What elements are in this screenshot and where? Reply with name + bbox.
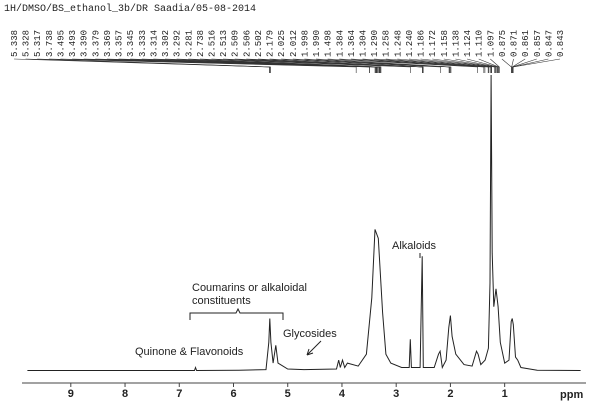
peak-label: 2.516 xyxy=(207,30,217,57)
peak-label: 1.138 xyxy=(451,30,461,57)
leader-line xyxy=(408,58,492,73)
leader-line xyxy=(327,58,478,73)
peak-label: 3.369 xyxy=(103,30,113,57)
peak-label: 5.338 xyxy=(10,30,20,57)
x-tick-label: 1 xyxy=(502,388,508,400)
leader-line xyxy=(199,58,411,73)
peak-label: 2.179 xyxy=(266,30,276,57)
peak-label: 1.240 xyxy=(405,30,415,57)
leader-line xyxy=(316,58,452,73)
annotation: Alkaloids xyxy=(392,240,437,252)
peak-label: 1.158 xyxy=(440,30,450,57)
peak-label: 0.861 xyxy=(521,30,531,57)
peak-label: 0.871 xyxy=(510,30,520,57)
peak-label: 3.738 xyxy=(45,30,55,57)
peak-label: 0.857 xyxy=(533,30,543,57)
x-axis-label: ppm xyxy=(560,389,583,401)
x-tick-label: 6 xyxy=(230,388,236,400)
annotation: Quinone & Flavonoids xyxy=(135,346,244,358)
peak-label: 3.281 xyxy=(184,30,194,57)
peak-label: 1.304 xyxy=(359,30,369,57)
annotation: Glycosides xyxy=(283,328,337,340)
peak-label: 1.990 xyxy=(312,30,322,57)
x-tick-label: 8 xyxy=(122,388,128,400)
peak-label: 1.172 xyxy=(428,30,438,57)
peak-label: 1.998 xyxy=(300,30,310,57)
x-tick-label: 2 xyxy=(447,388,453,400)
x-tick-label: 4 xyxy=(339,388,346,400)
peak-label: 3.302 xyxy=(161,30,171,57)
peak-label: 3.314 xyxy=(149,30,159,57)
annotation: Coumarins or alkaloidal xyxy=(192,282,307,294)
peak-label: 0.875 xyxy=(498,30,508,57)
brace xyxy=(189,307,284,320)
peak-label: 1.258 xyxy=(382,30,392,57)
peak-label: 1.248 xyxy=(393,30,403,57)
leader-line xyxy=(511,58,514,73)
peak-label: 0.843 xyxy=(556,30,566,57)
peak-label: 3.495 xyxy=(56,30,66,57)
peak-label: 1.124 xyxy=(463,30,473,57)
peak-label: 2.502 xyxy=(254,30,264,57)
peak-label: 1.097 xyxy=(486,30,496,57)
peak-label: 3.357 xyxy=(115,30,125,57)
peak-label: 1.290 xyxy=(370,30,380,57)
x-tick-label: 3 xyxy=(393,388,399,400)
leader-line xyxy=(478,58,499,73)
peak-label: 3.345 xyxy=(126,30,136,57)
peak-label: 1.498 xyxy=(324,30,334,57)
x-tick-label: 7 xyxy=(176,388,182,400)
peak-label: 2.025 xyxy=(277,30,287,57)
peak-label: 1.110 xyxy=(475,30,485,57)
peak-label: 2.506 xyxy=(242,30,252,57)
peak-label: 1.364 xyxy=(347,30,357,57)
leader-line xyxy=(490,58,500,73)
peak-label: 2.513 xyxy=(219,30,229,57)
peak-label: 3.379 xyxy=(91,30,101,57)
peak-label: 2.012 xyxy=(289,30,299,57)
peak-label: 5.317 xyxy=(33,30,43,57)
leader-line xyxy=(257,58,424,73)
leader-line xyxy=(269,58,442,73)
peak-label: 0.847 xyxy=(544,30,554,57)
chart-title: 1H/DMSO/BS_ethanol_3b/DR Saadia/05-08-20… xyxy=(4,3,256,15)
leader-line xyxy=(48,58,357,73)
peak-label: 2.738 xyxy=(196,30,206,57)
peak-label: 3.390 xyxy=(80,30,90,57)
peak-label: 1.384 xyxy=(335,30,345,57)
annotation: constituents xyxy=(192,295,251,307)
peak-label: 5.328 xyxy=(22,30,32,57)
arrow xyxy=(306,340,322,356)
leader-line xyxy=(501,58,512,73)
peak-label: 3.333 xyxy=(138,30,148,57)
spectrum xyxy=(27,74,581,372)
leader-line xyxy=(512,58,561,73)
leader-line xyxy=(188,58,382,73)
x-tick-label: 9 xyxy=(68,388,74,400)
leader-line xyxy=(37,58,271,73)
peak-label: 2.509 xyxy=(231,30,241,57)
peak-label: 1.186 xyxy=(417,30,427,57)
peak-label: 3.493 xyxy=(68,30,78,57)
peak-label: 3.292 xyxy=(173,30,183,57)
x-tick-label: 5 xyxy=(285,388,291,400)
leader-line xyxy=(512,58,537,73)
